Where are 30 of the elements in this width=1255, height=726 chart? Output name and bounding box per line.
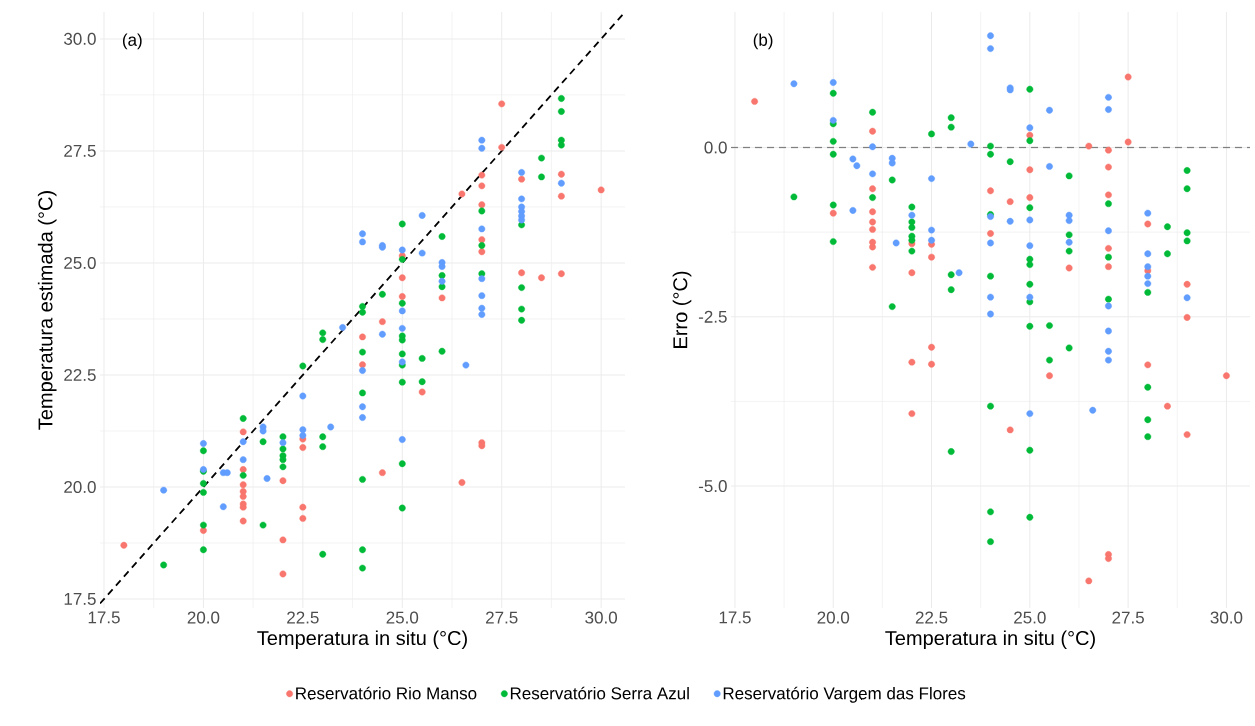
y-axis-title: Temperatura estimada (°C) <box>37 191 57 430</box>
y-tick-label: 25.0 <box>64 256 96 269</box>
y-tick-label: -2.5 <box>698 310 727 323</box>
x-axis-title: Temperatura in situ (°C) <box>257 630 467 650</box>
x-tick-label: 27.5 <box>486 611 518 624</box>
y-tick-label: 17.5 <box>64 593 96 605</box>
x-tick-label: 25.0 <box>386 611 419 624</box>
y-tick-label: 30.0 <box>64 32 96 45</box>
x-tick-label: 30.0 <box>1210 611 1243 624</box>
x-axis-title: Temperatura in situ (°C) <box>885 630 1095 650</box>
annotation: (b) <box>753 33 773 50</box>
legend-label: Reservatório Serra Azul <box>510 686 689 700</box>
legend-label: Reservatório Rio Manso <box>296 686 477 700</box>
x-tick-label: 27.5 <box>1112 611 1144 624</box>
annotation: (a) <box>122 33 142 50</box>
x-tick-label: 22.5 <box>915 611 948 624</box>
x-tick-label: 17.5 <box>719 611 751 624</box>
x-tick-label: 17.5 <box>88 611 120 624</box>
x-tick-label: 25.0 <box>1014 611 1046 624</box>
x-tick-label: 30.0 <box>585 611 618 624</box>
y-tick-label: 22.5 <box>64 368 96 381</box>
x-tick-label: 20.0 <box>817 611 850 624</box>
x-tick-label: 20.0 <box>187 611 220 624</box>
legend-label: Reservatório Vargem das Flores <box>723 686 966 703</box>
y-tick-label: 27.5 <box>64 144 96 157</box>
x-tick-label: 22.5 <box>287 611 319 624</box>
y-tick-label: 20.0 <box>64 480 96 494</box>
y-axis-title: Erro (°C) <box>672 271 692 348</box>
y-tick-label: 0.0 <box>704 141 727 154</box>
y-tick-label: -5.0 <box>698 480 727 493</box>
